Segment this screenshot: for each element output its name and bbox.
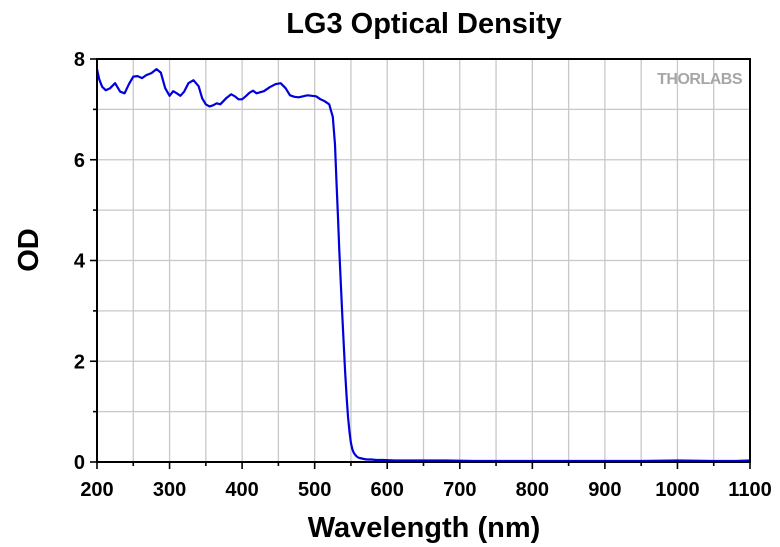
od-curve bbox=[95, 68, 751, 463]
x-tick-label: 800 bbox=[516, 479, 549, 501]
x-tick-label: 700 bbox=[443, 479, 476, 501]
thorlabs-watermark: THORLABS bbox=[657, 71, 743, 88]
x-tick-label: 900 bbox=[588, 479, 621, 501]
x-tick-label: 1100 bbox=[728, 479, 771, 501]
y-tick-label: 4 bbox=[74, 251, 86, 273]
x-axis-tick-labels: 200 300 400 500 600 700 800 900 1000 1100 bbox=[80, 479, 771, 501]
y-tick-label: 0 bbox=[74, 452, 85, 474]
x-tick-label: 600 bbox=[371, 479, 404, 501]
x-tick-label: 200 bbox=[80, 479, 113, 501]
x-tick-label: 500 bbox=[298, 479, 331, 501]
x-axis-title: Wavelength (nm) bbox=[308, 512, 541, 544]
x-tick-label: 300 bbox=[153, 479, 186, 501]
y-tick-label: 8 bbox=[74, 49, 85, 71]
chart-title: LG3 Optical Density bbox=[286, 8, 562, 40]
x-tick-label: 1000 bbox=[655, 479, 700, 501]
grid bbox=[97, 59, 750, 462]
y-axis-title: OD bbox=[13, 228, 45, 272]
x-tick-label: 400 bbox=[225, 479, 258, 501]
axis-ticks bbox=[90, 58, 751, 469]
y-tick-label: 2 bbox=[74, 351, 85, 373]
y-tick-label: 6 bbox=[74, 150, 85, 172]
y-axis-tick-labels: 0 2 4 6 8 bbox=[74, 49, 86, 474]
